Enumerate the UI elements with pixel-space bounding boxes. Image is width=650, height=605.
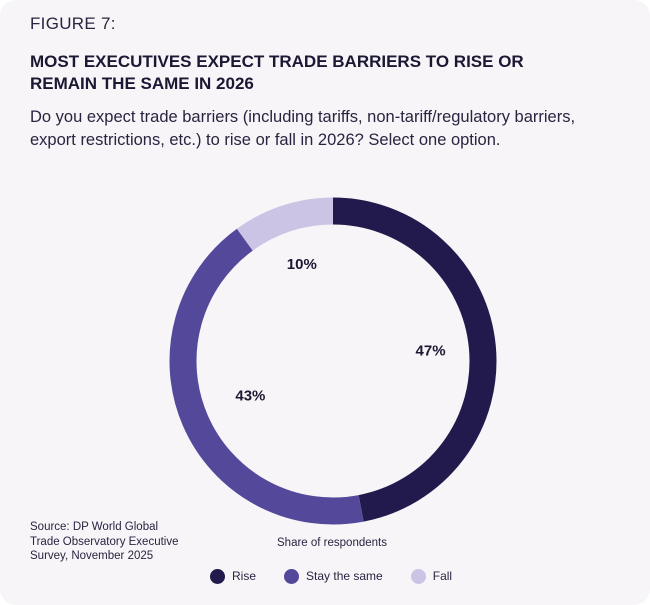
legend-item-rise: Rise <box>210 568 257 584</box>
donut-slice-stay-the-same <box>169 228 364 525</box>
donut-slice-rise <box>332 197 497 522</box>
legend-swatch-stay-the-same <box>284 568 300 584</box>
figure-label: FIGURE 7: <box>30 14 116 33</box>
legend-swatch-fall <box>410 568 426 584</box>
slice-label-fall: 10% <box>287 256 317 273</box>
source-note: Source: DP World Global Trade Observator… <box>30 521 179 562</box>
slice-label-rise: 47% <box>416 343 446 360</box>
donut-slice-fall <box>236 197 334 251</box>
legend-item-stay-the-same: Stay the same <box>284 568 383 584</box>
legend-label-stay-the-same: Stay the same <box>306 569 383 583</box>
legend-label-rise: Rise <box>232 569 257 583</box>
chart-title: MOST EXECUTIVES EXPECT TRADE BARRIERS TO… <box>30 52 524 93</box>
legend-label-fall: Fall <box>432 569 453 583</box>
legend-item-fall: Fall <box>410 568 453 584</box>
chart-caption: Share of respondents <box>277 537 387 549</box>
legend-swatch-rise <box>210 568 225 584</box>
slice-label-stay-the-same: 43% <box>235 388 265 405</box>
survey-question: Do you expect trade barriers (including … <box>30 108 576 149</box>
legend: Rise Stay the same Fall <box>210 566 452 586</box>
